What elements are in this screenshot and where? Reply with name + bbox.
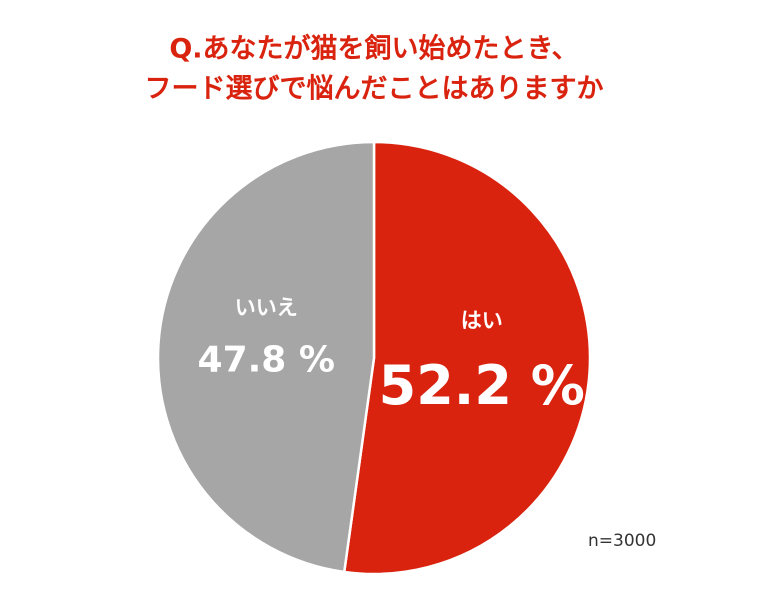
slice-value-label: 52.2 % xyxy=(379,354,585,417)
chart-title: フード選びで悩んだことはありますか xyxy=(145,74,604,105)
slice-category: はい xyxy=(461,308,503,332)
slice-value-label: 47.8 % xyxy=(198,340,335,381)
sample-size: n=3000 xyxy=(588,531,656,551)
slice-category: いいえ xyxy=(235,296,298,320)
chart-title: Q.あなたが猫を飼い始めたとき、 xyxy=(169,33,578,65)
pie-slice xyxy=(156,140,376,574)
pie-slice xyxy=(342,140,592,576)
